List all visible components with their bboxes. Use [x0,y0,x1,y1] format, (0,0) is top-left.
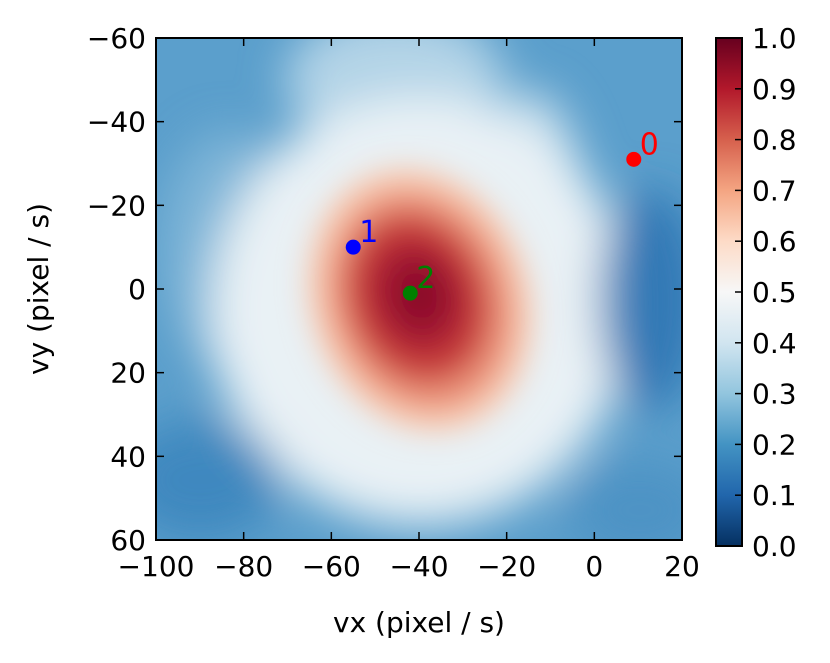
colorbar-tick-label: 0.7 [752,174,797,207]
x-tick-label: −60 [302,550,361,583]
y-tick-label: 20 [110,357,146,390]
colorbar-ticks: 0.0 0.1 0.2 0.3 0.4 0.5 0.6 0.7 0.8 0.9 1.0 [735,22,797,563]
x-tick-label: −40 [389,550,448,583]
point-0-label: 0 [640,127,659,162]
x-tick-label: −80 [214,550,273,583]
y-tick-label: −40 [87,106,146,139]
colorbar-tick-label: 0.0 [752,530,797,563]
point-1-label: 1 [359,215,378,250]
point-2-label: 2 [416,261,435,296]
colorbar-tick-label: 0.5 [752,276,797,309]
x-axis-ticks: −100 −80 −60 −40 −20 0 20 [118,38,700,583]
y-axis-label: vy (pixel / s) [22,203,55,375]
x-tick-label: −20 [477,550,536,583]
point-0-marker [626,151,642,167]
colorbar-tick-label: 0.2 [752,428,797,461]
x-tick-label: 20 [664,550,700,583]
y-tick-label: 60 [110,524,146,557]
colorbar-tick-label: 0.9 [752,73,797,106]
point-2-marker [402,285,418,301]
x-tick-label: 0 [585,550,603,583]
y-tick-label: 0 [128,273,146,306]
colorbar-tick-label: 0.3 [752,378,797,411]
heatmap-field [156,38,682,540]
x-tick-label: −100 [118,550,195,583]
colorbar-tick-label: 0.4 [752,327,797,360]
y-tick-label: −20 [87,189,146,222]
marked-points: 0 1 2 [345,127,659,301]
colorbar-tick-label: 0.8 [752,124,797,157]
point-1-marker [345,239,361,255]
colorbar-tick-label: 0.1 [752,479,797,512]
colorbar-tick-label: 0.6 [752,225,797,258]
y-tick-label: −60 [87,22,146,55]
colorbar-tick-label: 1.0 [752,22,797,55]
x-axis-label: vx (pixel / s) [333,606,505,639]
y-tick-label: 40 [110,440,146,473]
